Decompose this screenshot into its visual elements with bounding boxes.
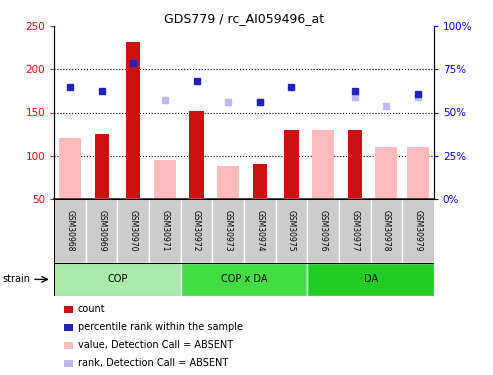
Bar (86, 199, 117, 262)
Bar (348, 130, 362, 199)
Text: rank, Detection Call = ABSENT: rank, Detection Call = ABSENT (78, 358, 228, 368)
Bar (54, 199, 86, 262)
Bar (375, 147, 397, 199)
Text: GSM30979: GSM30979 (414, 210, 423, 251)
Bar (154, 160, 176, 199)
Text: GSM30974: GSM30974 (255, 210, 264, 251)
Text: GSM30969: GSM30969 (97, 210, 106, 251)
Bar (54, 262, 181, 296)
Text: GSM30971: GSM30971 (160, 210, 170, 251)
Bar (284, 130, 299, 199)
Text: value, Detection Call = ABSENT: value, Detection Call = ABSENT (78, 340, 233, 350)
Bar (371, 199, 402, 262)
Bar (189, 111, 204, 199)
Bar (312, 130, 334, 199)
Text: COP x DA: COP x DA (221, 274, 267, 284)
Bar (117, 199, 149, 262)
Text: GSM30976: GSM30976 (318, 210, 328, 251)
Text: percentile rank within the sample: percentile rank within the sample (78, 322, 243, 332)
Bar (253, 164, 267, 199)
Text: GSM30973: GSM30973 (224, 210, 233, 251)
Bar (307, 262, 434, 296)
Bar (95, 134, 109, 199)
Bar (276, 199, 307, 262)
Text: GSM30975: GSM30975 (287, 210, 296, 251)
Bar (307, 199, 339, 262)
Text: GSM30977: GSM30977 (350, 210, 359, 251)
Title: GDS779 / rc_AI059496_at: GDS779 / rc_AI059496_at (164, 12, 324, 25)
Text: strain: strain (2, 274, 31, 284)
Bar (244, 199, 276, 262)
Bar (407, 147, 429, 199)
Bar (181, 199, 212, 262)
Text: count: count (78, 304, 106, 314)
Bar (59, 138, 81, 199)
Text: COP: COP (107, 274, 128, 284)
Bar (217, 166, 239, 199)
Text: GSM30978: GSM30978 (382, 210, 391, 251)
Text: GSM30970: GSM30970 (129, 210, 138, 251)
Bar (212, 199, 244, 262)
Text: GSM30968: GSM30968 (66, 210, 74, 251)
Bar (126, 42, 141, 199)
Bar (149, 199, 181, 262)
Bar (339, 199, 371, 262)
Bar (402, 199, 434, 262)
Text: DA: DA (363, 274, 378, 284)
Bar (181, 262, 307, 296)
Text: GSM30972: GSM30972 (192, 210, 201, 251)
